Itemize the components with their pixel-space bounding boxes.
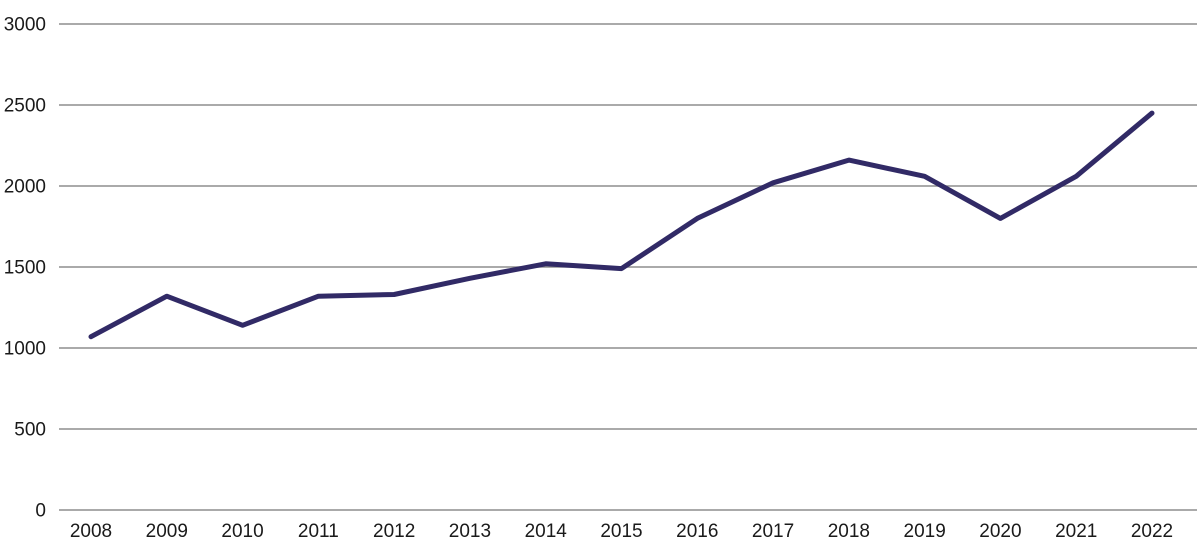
x-axis-tick-label: 2016 <box>676 521 718 542</box>
y-axis-tick-label: 2000 <box>4 177 46 198</box>
x-axis-tick-label: 2010 <box>221 521 263 542</box>
y-axis-tick-label: 500 <box>14 420 46 441</box>
x-axis-tick-label: 2009 <box>146 521 188 542</box>
x-axis-tick-label: 2022 <box>1131 521 1173 542</box>
y-axis-tick-label: 2500 <box>4 96 46 117</box>
y-axis-tick-label: 1500 <box>4 258 46 279</box>
y-axis-tick-label: 1000 <box>4 339 46 360</box>
y-axis-tick-label: 3000 <box>4 15 46 36</box>
x-axis-tick-label: 2019 <box>904 521 946 542</box>
data-line <box>88 110 1155 340</box>
x-axis-tick-label: 2020 <box>979 521 1021 542</box>
x-axis-tick-label: 2015 <box>600 521 642 542</box>
x-axis-tick-label: 2017 <box>752 521 794 542</box>
x-axis-tick-label: 2018 <box>828 521 870 542</box>
x-axis-tick-label: 2008 <box>70 521 112 542</box>
x-axis-tick-label: 2021 <box>1055 521 1097 542</box>
x-axis-tick-label: 2012 <box>373 521 415 542</box>
x-axis-tick-label: 2011 <box>298 521 339 542</box>
x-axis-tick-label: 2013 <box>449 521 491 542</box>
x-axis-tick-label: 2014 <box>525 521 568 542</box>
y-axis-tick-label: 0 <box>35 501 46 522</box>
